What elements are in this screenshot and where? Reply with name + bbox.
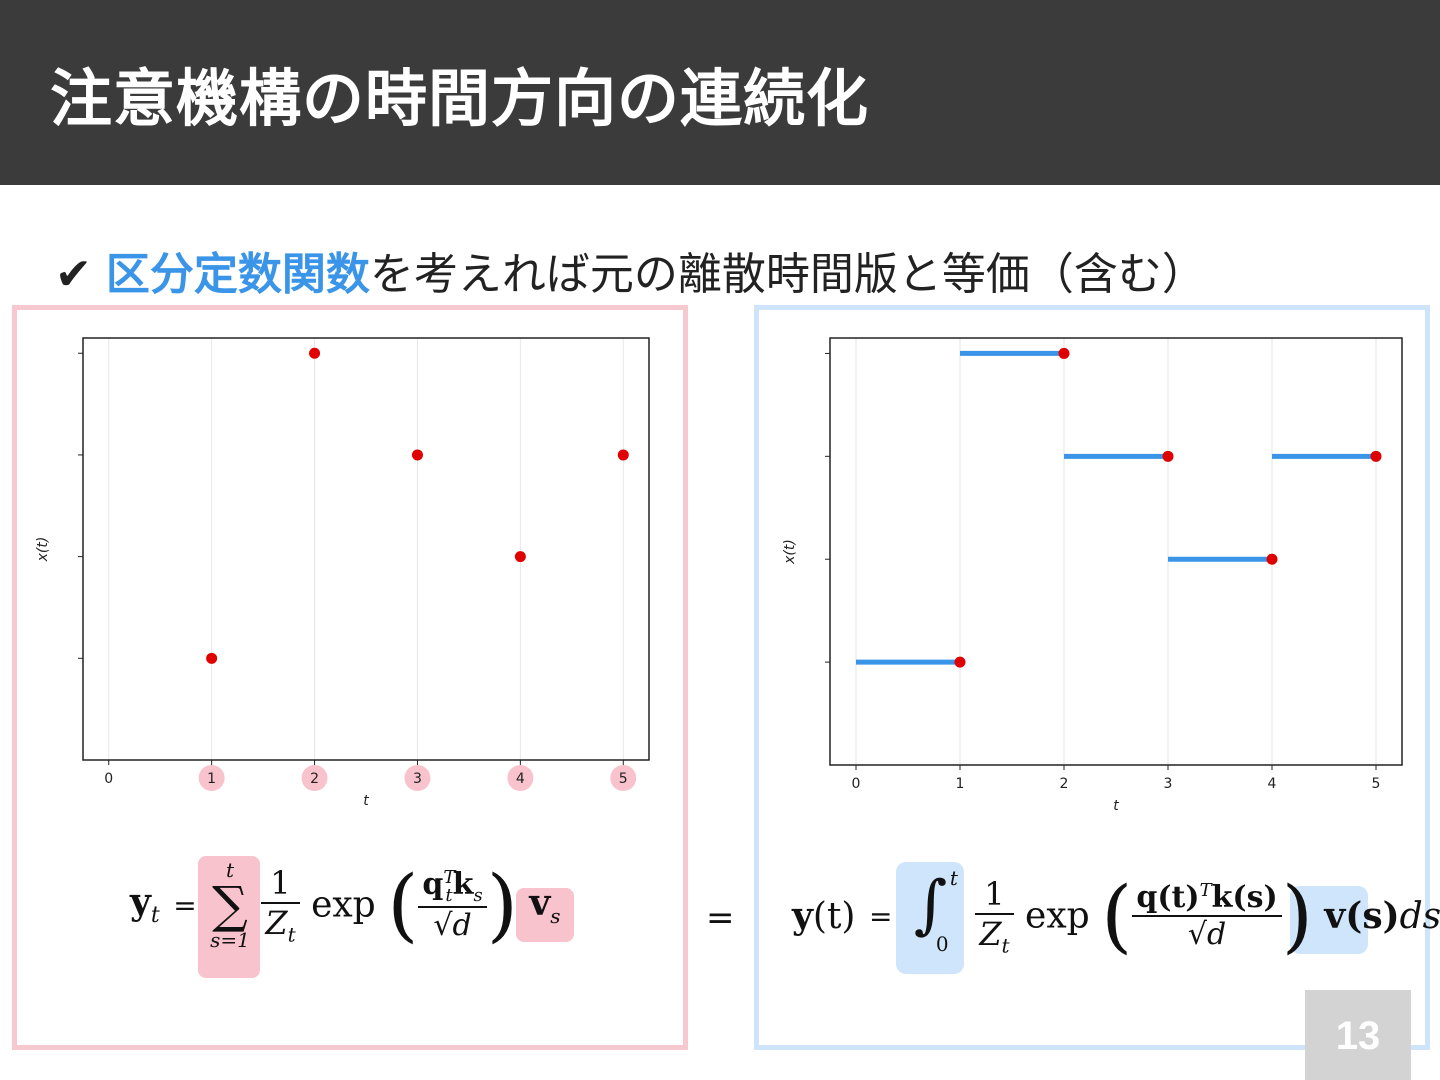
right-panel [754,305,1430,1050]
eq-left-v: v [529,881,551,924]
eq-left-frac-den: Z [265,903,288,942]
data-point [309,347,321,359]
y-axis-label: x(t) [782,539,798,565]
slide-title: 注意機構の時間方向の連続化 [50,62,870,135]
data-point [514,551,526,563]
integral-highlight [896,862,964,974]
eq-right-exp: exp [1025,895,1090,937]
data-point [1266,553,1278,565]
eq-right-frac-den-sub: t [1001,933,1010,958]
tick-highlight [610,765,637,791]
eq-left-v-sub: s [550,904,561,929]
bullet-highlight: 区分定数関数 [105,249,370,300]
data-point [1370,450,1382,462]
bullet-line: ✔ 区分定数関数を考えれば元の離散時間版と等価（含む） [55,238,1206,302]
check-icon: ✔ [55,249,92,300]
x-tick-label: 5 [1372,776,1381,792]
data-point [411,449,423,461]
eq-left-sqrt-d: √d [433,908,472,943]
x-tick-label: 1 [956,776,965,792]
eq-right-sqrt-d: √d [1187,917,1227,952]
x-tick-label: 3 [413,771,422,787]
sum-highlight [198,856,260,978]
data-point [206,652,218,664]
equals-sign: = [706,898,735,938]
right-equation: y(t) = ∫ t 0 1 Zt exp ( q(t)Tk(s) √d ) v… [792,866,1440,962]
x-tick-label: 4 [1268,776,1277,792]
x-tick-label: 5 [619,771,628,787]
x-tick-label: 2 [1060,776,1069,792]
left-panel [12,305,688,1050]
x-tick-label: 2 [310,771,319,787]
x-tick-label: 1 [207,771,216,787]
eq-left-exp: exp [311,884,376,926]
left-equation: yt = t ∑ s=1 1 Zt exp ( qTtks √d ) vs [130,858,561,952]
data-point [1162,450,1174,462]
sum-symbol: ∑ [212,876,248,934]
x-axis-label: t [1113,798,1119,814]
tick-highlight [198,765,225,791]
data-point [1058,347,1070,359]
data-point [617,449,629,461]
eq-right-frac-den: Z [979,914,1002,953]
eq-right-v: v(s) [1324,895,1400,937]
eq-left-sum-bottom: s=1 [210,928,250,952]
eq-left-frac-num: 1 [261,864,300,904]
eq-right-q-sup: T [1199,880,1212,901]
eq-left-k: k [452,867,474,902]
eq-right-q: q(t) [1136,880,1200,915]
axes-frame [829,337,1403,766]
axes-frame [82,337,650,761]
x-tick-label: 4 [516,771,525,787]
v-s-highlight [1290,886,1368,954]
x-tick-label: 0 [104,771,113,787]
eq-right-lhs: y [792,895,813,937]
page-number-box: 13 [1305,990,1411,1080]
tick-highlight [404,765,431,791]
eq-left-q-sub: t [445,885,453,906]
x-axis-label: t [363,793,369,809]
eq-right-lhs-arg: (t) [812,896,856,937]
eq-left-lhs-sub: t [150,903,160,929]
eq-left-q-sup: T [443,867,456,888]
eq-left-frac-den-sub: t [287,922,296,947]
eq-left-lhs: y [130,881,151,924]
eq-right-frac-num: 1 [975,875,1014,915]
data-point [954,656,966,668]
eq-left-k-sub: s [473,885,483,906]
x-tick-label: 3 [1164,776,1173,792]
tick-highlight [507,765,534,791]
y-axis-label: x(t) [35,537,51,563]
tick-highlight [301,765,328,791]
x-tick-label: 0 [852,776,861,792]
eq-left-sum-top: t [225,858,235,882]
eq-right-k: k(s) [1211,880,1278,915]
eq-right-int-top: t [949,866,958,890]
v-highlight [516,888,574,942]
title-bar: 注意機構の時間方向の連続化 [0,0,1440,185]
bullet-text: を考えれば元の離散時間版と等価（含む） [369,249,1206,300]
eq-right-ds: ds [1399,896,1440,937]
integral-symbol: ∫ [913,868,948,942]
eq-left-q: q [422,867,444,902]
page-number: 13 [1335,1014,1381,1058]
eq-right-int-bottom: 0 [935,932,949,956]
